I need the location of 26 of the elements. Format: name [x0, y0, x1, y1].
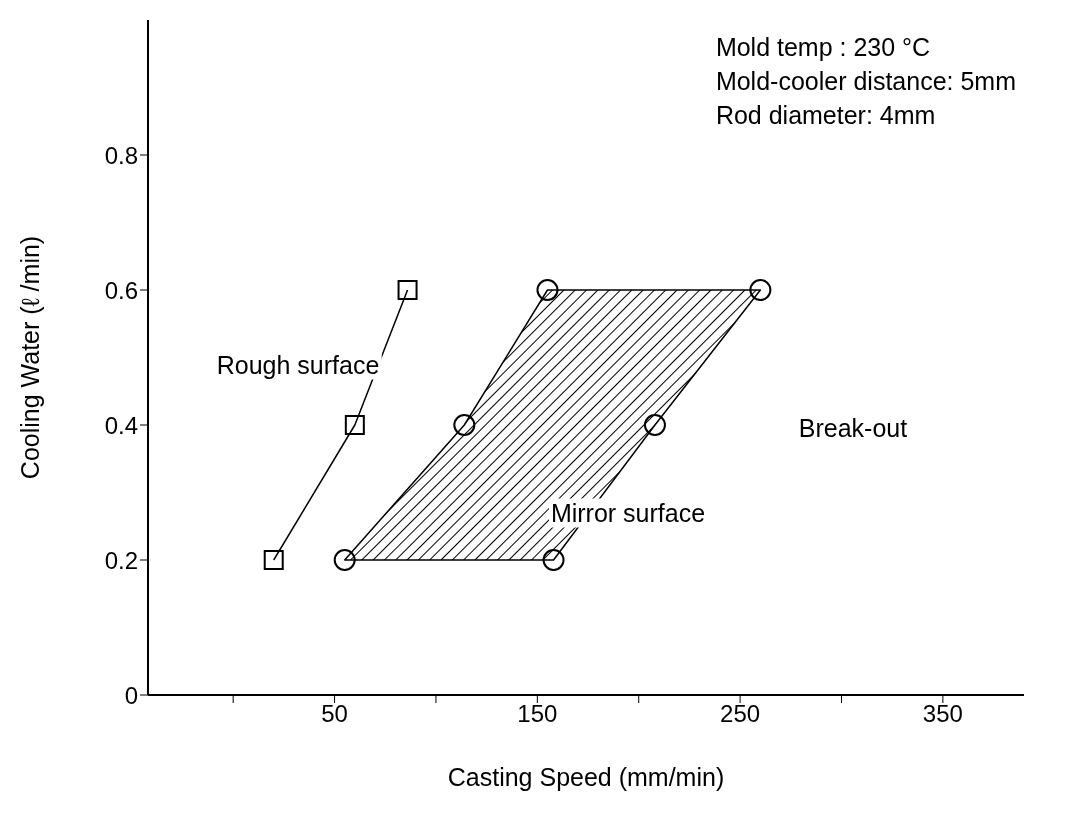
- point: [749, 279, 772, 301]
- x-tick-label: 150: [517, 700, 558, 728]
- y-tick-label: 0.8: [104, 141, 138, 169]
- point: [333, 549, 356, 571]
- point: [397, 280, 418, 300]
- point: [536, 279, 559, 301]
- point: [542, 549, 565, 571]
- y-tick-label: 0: [124, 681, 138, 709]
- point: [453, 414, 476, 436]
- annotation: Mirror surface: [548, 498, 708, 528]
- y-tick-label: 0.4: [104, 411, 138, 439]
- annotation: Mold temp : 230 °C: [715, 32, 932, 63]
- y-tick-label: 0.2: [104, 546, 138, 574]
- annotation: Rough surface: [214, 350, 382, 380]
- x-axis-title: Casting Speed (mm/min): [447, 763, 725, 791]
- annotation: Rod diameter: 4mm: [715, 100, 937, 131]
- x-tick-label: 50: [321, 700, 348, 728]
- point: [643, 414, 666, 436]
- point: [344, 415, 365, 435]
- y-tick-label: 0.6: [104, 276, 138, 304]
- x-tick-label: 250: [720, 700, 761, 728]
- annotation: Break-out: [796, 413, 910, 443]
- x-tick-label: 350: [922, 700, 963, 728]
- point: [263, 550, 284, 570]
- annotation: Mold-cooler distance: 5mm: [715, 66, 1016, 97]
- y-axis-title: Cooling Water (ℓ /min): [15, 235, 44, 480]
